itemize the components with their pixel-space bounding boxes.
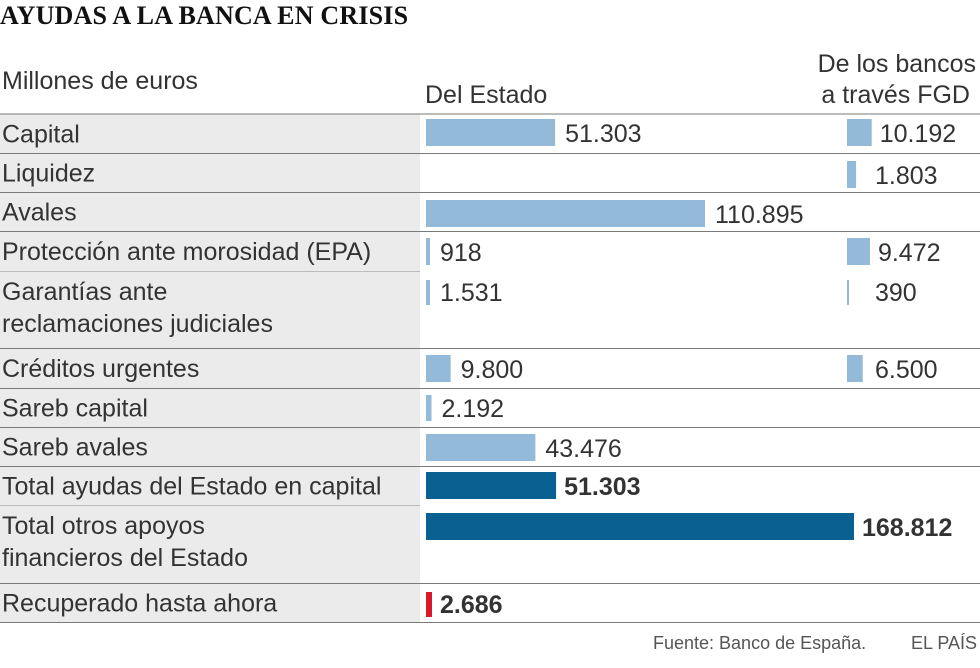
estado-bar xyxy=(426,513,854,540)
estado-bar xyxy=(426,434,536,461)
fgd-bar xyxy=(847,280,849,305)
fgd-bar xyxy=(847,355,863,382)
estado-value-label: 168.812 xyxy=(862,514,952,542)
column-header-fgd-line1: De los bancos xyxy=(817,50,976,78)
estado-value-label: 1.531 xyxy=(440,279,503,307)
estado-bar xyxy=(426,472,557,499)
category-label: Garantías ante xyxy=(2,278,167,306)
column-header-fgd-line2: a través FGD xyxy=(821,81,970,109)
fgd-bar xyxy=(847,161,857,188)
estado-bar xyxy=(426,395,432,421)
estado-value-label: 9.800 xyxy=(461,356,524,384)
category-label: Protección ante morosidad (EPA) xyxy=(2,238,371,266)
category-label: Avales xyxy=(2,199,77,227)
fgd-value-label: 9.472 xyxy=(878,239,941,267)
fgd-value-label: 10.192 xyxy=(880,120,956,148)
brand-label: EL PAÍS xyxy=(911,633,978,653)
estado-value-label: 43.476 xyxy=(545,435,621,463)
estado-bar xyxy=(426,119,556,146)
fgd-value-label: 390 xyxy=(875,279,917,307)
category-label: Total otros apoyos xyxy=(2,512,205,540)
fgd-value-label: 6.500 xyxy=(875,356,938,384)
estado-value-label: 51.303 xyxy=(564,473,640,501)
chart-title: AYUDAS A LA BANCA EN CRISIS xyxy=(0,1,409,30)
label-panel xyxy=(0,114,420,622)
estado-bar xyxy=(426,200,705,227)
fgd-bar xyxy=(847,238,870,265)
estado-value-label: 110.895 xyxy=(715,201,804,229)
estado-value-label: 918 xyxy=(440,239,482,267)
estado-bar xyxy=(426,238,430,265)
estado-bar xyxy=(426,280,430,305)
category-label: Capital xyxy=(2,121,80,149)
estado-value-label: 2.192 xyxy=(442,395,505,423)
category-label: reclamaciones judiciales xyxy=(2,310,273,338)
category-label: financieros del Estado xyxy=(2,544,248,572)
estado-value-label: 51.303 xyxy=(565,120,641,148)
source-note: Fuente: Banco de España. xyxy=(653,633,867,653)
estado-bar xyxy=(426,355,451,382)
category-label: Liquidez xyxy=(2,160,95,188)
column-header-estado: Del Estado xyxy=(425,81,548,109)
estado-bar xyxy=(426,592,432,617)
category-label: Créditos urgentes xyxy=(2,355,199,383)
fgd-bar xyxy=(847,119,872,146)
category-label: Total ayudas del Estado en capital xyxy=(2,473,381,501)
estado-value-label: 2.686 xyxy=(440,591,503,619)
units-label: Millones de euros xyxy=(2,67,198,95)
fgd-value-label: 1.803 xyxy=(875,162,938,190)
category-label: Recuperado hasta ahora xyxy=(2,590,277,618)
bar-chart: Capital 51.303 10.192 Liquidez 1.803 Avales 11… xyxy=(0,113,980,623)
category-label: Sareb capital xyxy=(2,395,148,423)
category-label: Sareb avales xyxy=(2,434,148,462)
